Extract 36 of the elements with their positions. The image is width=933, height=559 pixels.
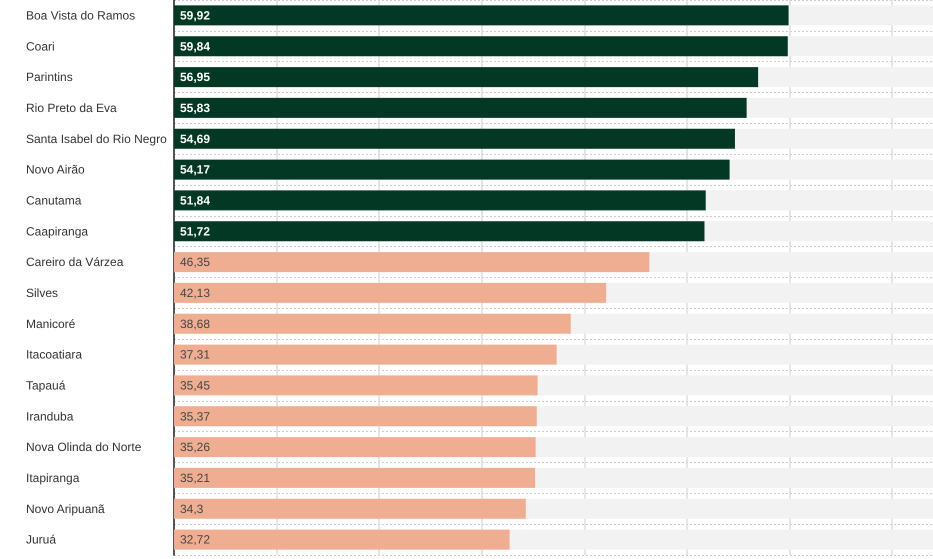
data-label: 51,84 [180,193,210,208]
data-label: 35,21 [180,470,210,485]
y-tick-label: Boa Vista do Ramos [26,8,136,22]
data-label: 37,31 [180,348,210,362]
data-label: 54,69 [180,132,210,146]
data-label: 46,35 [180,255,210,270]
y-tick-label: Canutama [26,193,82,208]
data-label: 35,45 [180,378,210,392]
data-label: 59,84 [180,39,210,54]
y-tick-label: Caapiranga [26,224,88,238]
y-tick-label: Parintins [26,70,73,84]
data-label: 42,13 [180,286,210,300]
y-tick-label: Novo Aripuanã [26,502,106,516]
y-tick-label: Iranduba [26,409,74,424]
data-label: 56,95 [180,70,210,84]
data-label: 51,72 [180,224,210,238]
y-tick-label: Manicoré [26,316,76,331]
y-tick-label: Silves [26,286,58,300]
data-label: 34,3 [180,502,204,516]
data-label: 32,72 [180,532,210,547]
y-tick-label: Coari [26,39,55,54]
data-label: 35,37 [180,409,210,424]
y-tick-label: Santa Isabel do Rio Negro [26,132,168,146]
y-tick-label: Itacoatiara [26,348,82,362]
y-tick-label: Novo Airão [26,162,86,177]
y-tick-label: Rio Preto da Eva [26,100,118,115]
y-tick-label: Juruá [26,532,56,547]
data-label: 59,92 [180,8,210,22]
y-tick-label: Careiro da Várzea [26,255,124,270]
data-label: 38,68 [180,316,210,331]
data-label: 55,83 [180,100,210,115]
y-tick-label: Itapiranga [26,470,80,485]
y-tick-label: Tapauá [26,378,66,392]
data-label: 35,26 [180,440,210,454]
data-label: 54,17 [180,162,210,177]
y-tick-label: Nova Olinda do Norte [26,440,142,454]
